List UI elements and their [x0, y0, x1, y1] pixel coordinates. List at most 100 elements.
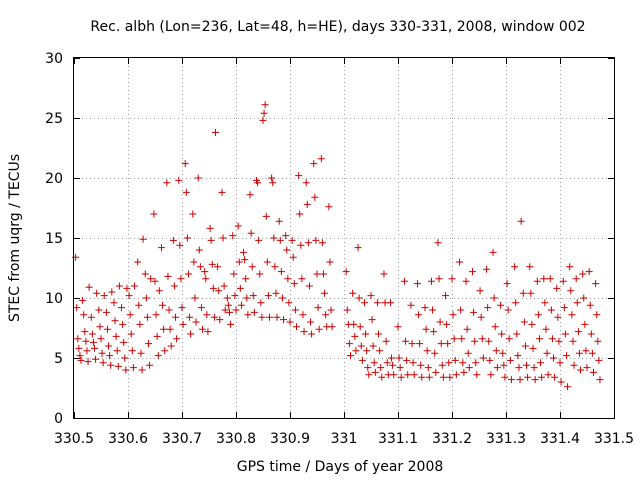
axis-ticks	[74, 58, 615, 419]
data-point	[363, 347, 371, 355]
data-point	[114, 362, 122, 370]
data-point	[159, 301, 167, 309]
data-point	[450, 335, 458, 343]
data-point	[215, 287, 223, 295]
data-point	[500, 361, 508, 369]
y-axis-label: STEC from uqrg / TECUs	[7, 154, 23, 322]
data-point	[242, 275, 250, 283]
data-point	[362, 330, 370, 338]
data-point	[499, 349, 507, 357]
data-point	[422, 325, 430, 333]
data-point	[394, 323, 402, 331]
data-point	[377, 364, 385, 372]
data-point	[400, 277, 408, 285]
data-point	[100, 292, 108, 300]
data-point	[273, 313, 281, 321]
data-point	[259, 116, 267, 124]
data-point	[326, 258, 334, 266]
data-point	[547, 306, 555, 314]
data-point	[77, 356, 85, 364]
data-point	[551, 373, 559, 381]
data-point	[229, 232, 237, 240]
data-point	[303, 200, 311, 208]
data-point	[583, 364, 591, 372]
chart-title: Rec. albh (Lon=236, Lat=48, h=HE), days …	[90, 19, 585, 35]
data-point	[129, 364, 137, 372]
data-point	[118, 304, 126, 312]
data-point	[567, 287, 575, 295]
y-tick-label: 30	[45, 51, 63, 67]
data-point	[491, 323, 499, 331]
data-point	[511, 263, 519, 271]
data-point	[431, 349, 439, 357]
data-point	[463, 325, 471, 333]
data-point	[472, 359, 480, 367]
data-point	[241, 256, 249, 264]
y-tick-label: 15	[45, 231, 63, 247]
data-point	[237, 301, 245, 309]
data-point	[93, 289, 101, 297]
data-point	[314, 304, 322, 312]
data-point	[343, 306, 351, 314]
data-point	[519, 289, 527, 297]
data-point	[111, 317, 119, 325]
data-point	[581, 320, 589, 328]
data-point	[164, 272, 172, 280]
data-point	[451, 356, 459, 364]
data-point	[389, 361, 397, 369]
data-point	[208, 260, 216, 268]
data-point	[181, 160, 189, 168]
data-point	[542, 325, 550, 333]
data-point	[189, 210, 197, 218]
data-point	[588, 349, 596, 357]
data-point	[485, 337, 493, 345]
data-point	[456, 258, 464, 266]
data-point	[247, 229, 255, 237]
data-point	[276, 236, 284, 244]
data-point	[122, 366, 130, 374]
x-tick-label: 331.1	[378, 431, 418, 447]
data-point	[89, 338, 97, 346]
data-point	[127, 330, 135, 338]
data-point	[442, 292, 450, 300]
data-point	[524, 373, 532, 381]
data-point	[91, 344, 99, 352]
data-point	[84, 358, 92, 366]
data-point	[265, 313, 273, 321]
data-point	[396, 364, 404, 372]
data-point	[574, 328, 582, 336]
data-point	[155, 287, 163, 295]
data-point	[346, 352, 354, 360]
y-tick-label: 5	[54, 351, 63, 367]
data-point	[560, 304, 568, 312]
data-point	[76, 352, 84, 360]
plot-frame	[73, 57, 615, 419]
data-point	[423, 347, 431, 355]
data-point	[163, 179, 171, 187]
data-point	[282, 232, 290, 240]
data-point	[128, 347, 136, 355]
data-point	[103, 325, 111, 333]
data-point	[96, 323, 104, 331]
data-point	[521, 342, 529, 350]
data-point	[236, 284, 244, 292]
data-point	[531, 376, 539, 384]
data-point	[490, 294, 498, 302]
data-point	[307, 318, 315, 326]
data-point	[489, 248, 497, 256]
data-point	[240, 248, 248, 256]
data-point	[322, 311, 330, 319]
data-point	[204, 328, 212, 336]
data-point	[81, 328, 89, 336]
data-point	[410, 371, 418, 379]
data-point	[476, 287, 484, 295]
data-point	[538, 373, 546, 381]
data-point	[261, 101, 269, 109]
data-point	[201, 268, 209, 276]
data-point	[349, 289, 357, 297]
data-point	[154, 352, 162, 360]
data-point	[555, 337, 563, 345]
data-point	[534, 311, 542, 319]
data-point	[106, 352, 114, 360]
data-point	[533, 277, 541, 285]
